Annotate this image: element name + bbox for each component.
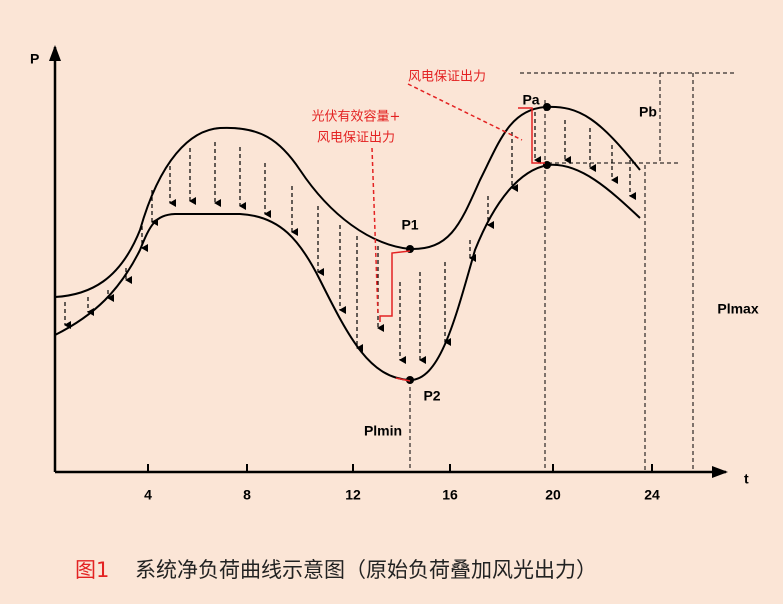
upper-curve [54, 105, 641, 298]
guides [409, 72, 735, 472]
x-label: t [744, 471, 749, 487]
pv-annotation-2: 风电保证出力 [317, 131, 395, 146]
x-tick-label: 12 [345, 487, 361, 503]
x-tick-labels: 4 8 12 16 20 24 [144, 487, 660, 503]
arrows [64, 112, 636, 364]
plmax-label: Plmax [717, 301, 758, 317]
pv-annotation-1: 光伏有效容量+ [312, 109, 401, 125]
p2-label: P2 [423, 388, 440, 404]
ticks [147, 464, 653, 472]
x-tick-label: 16 [442, 487, 458, 503]
caption-text: 系统净负荷曲线示意图（原始负荷叠加风光出力） [135, 558, 597, 582]
red-brackets [371, 83, 545, 382]
pb-label: Pb [639, 104, 657, 120]
wind-annotation: 风电保证出力 [408, 70, 486, 85]
p1-label: P1 [401, 217, 418, 233]
axes [49, 45, 728, 478]
x-tick-label: 20 [545, 487, 561, 503]
pa-label: Pa [522, 92, 539, 108]
caption-number: 图1 [75, 558, 109, 582]
x-tick-label: 8 [243, 487, 251, 503]
lower-curve [54, 163, 641, 382]
plmin-label: Plmin [364, 423, 402, 439]
points [406, 103, 551, 384]
x-tick-label: 24 [644, 487, 660, 503]
y-label: P [30, 51, 39, 67]
x-tick-label: 4 [144, 487, 152, 503]
